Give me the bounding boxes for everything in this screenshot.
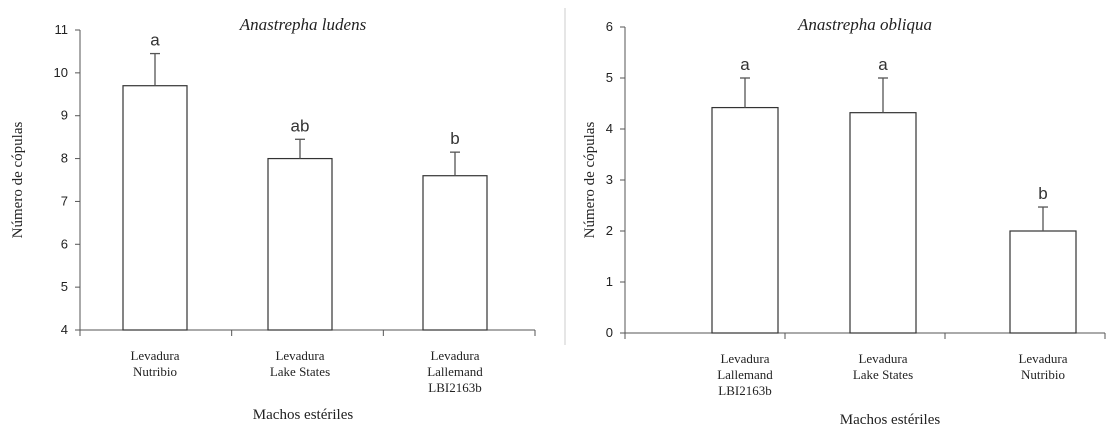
significance-label: ab <box>291 116 310 135</box>
x-tick-label: Lake States <box>853 367 913 382</box>
x-tick-label: Nutribio <box>1021 367 1065 382</box>
y-tick-label: 3 <box>606 172 613 187</box>
chart-anastrepha-ludens: 4567891011aLevaduraNutribioabLevaduraLak… <box>10 15 536 423</box>
x-tick-label: Levadura <box>858 351 907 366</box>
significance-label: a <box>878 55 888 74</box>
x-tick-label: LBI2163b <box>718 383 771 398</box>
x-tick-label: Lallemand <box>427 364 483 379</box>
x-tick-label: Levadura <box>1018 351 1067 366</box>
y-tick-label: 1 <box>606 274 613 289</box>
y-tick-label: 9 <box>61 108 68 123</box>
y-tick-label: 5 <box>61 279 68 294</box>
y-tick-label: 6 <box>61 236 68 251</box>
y-tick-label: 4 <box>606 121 613 136</box>
bar <box>422 175 488 331</box>
y-tick-label: 8 <box>61 151 68 166</box>
significance-label: b <box>1038 184 1047 203</box>
x-tick-label: Lake States <box>270 364 330 379</box>
y-tick-label: 0 <box>606 325 613 340</box>
x-tick-label: Lallemand <box>717 367 773 382</box>
significance-label: b <box>450 129 459 148</box>
y-tick-label: 6 <box>606 19 613 34</box>
x-tick-label: Levadura <box>430 348 479 363</box>
x-tick-label: LBI2163b <box>428 380 481 395</box>
bar <box>711 106 779 334</box>
chart-title: Anastrepha ludens <box>239 15 367 34</box>
y-tick-label: 11 <box>55 22 69 37</box>
y-tick-label: 2 <box>606 223 613 238</box>
bar <box>1009 230 1077 334</box>
y-axis-title: Número de cópulas <box>582 122 598 239</box>
x-tick-label: Levadura <box>130 348 179 363</box>
x-axis-title: Machos estériles <box>840 412 941 428</box>
x-tick-label: Nutribio <box>133 364 177 379</box>
y-axis-title: Número de cópulas <box>10 122 26 239</box>
x-tick-label: Levadura <box>275 348 324 363</box>
y-tick-label: 4 <box>61 322 68 337</box>
x-tick-label: Levadura <box>720 351 769 366</box>
chart-anastrepha-obliqua: 0123456aLevaduraLallemandLBI2163baLevadu… <box>582 15 1106 428</box>
significance-label: a <box>150 31 160 50</box>
significance-label: a <box>740 55 750 74</box>
chart-title: Anastrepha obliqua <box>797 15 932 34</box>
bar <box>267 157 333 331</box>
bar <box>849 112 917 334</box>
y-tick-label: 7 <box>61 193 68 208</box>
y-tick-label: 5 <box>606 70 613 85</box>
bar <box>122 85 188 331</box>
y-tick-label: 10 <box>54 65 68 80</box>
x-axis-title: Machos estériles <box>253 407 354 423</box>
